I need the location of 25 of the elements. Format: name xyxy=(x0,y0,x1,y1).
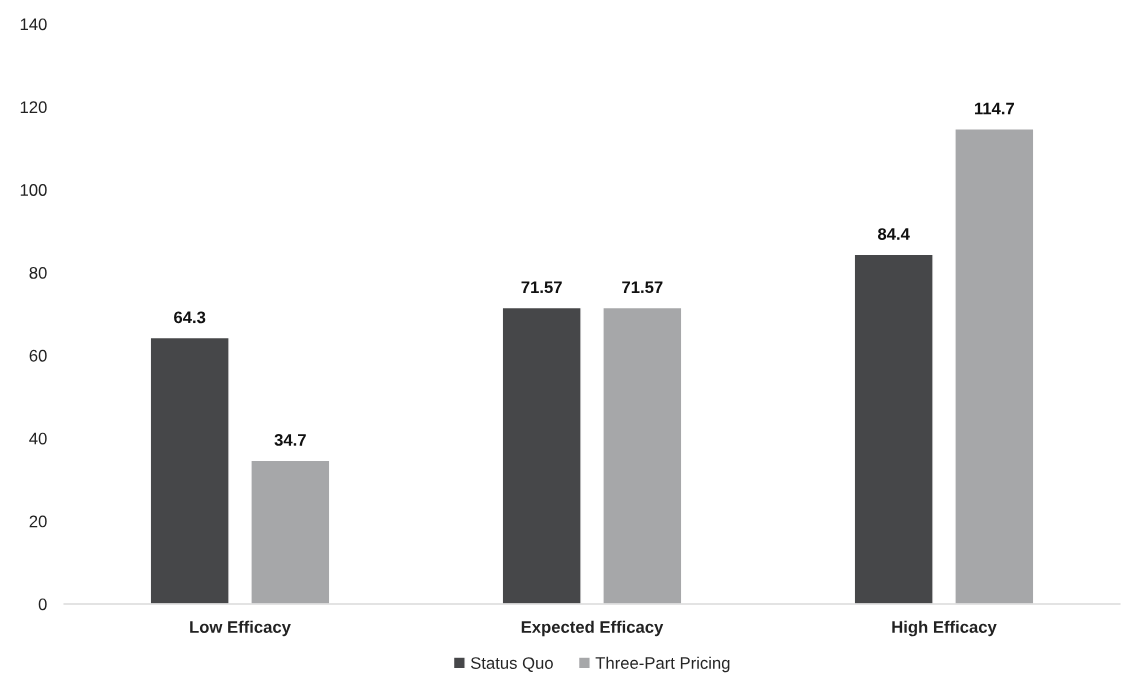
x-tick-label: Expected Efficacy xyxy=(521,620,664,637)
data-label: 64.3 xyxy=(174,311,206,324)
bar xyxy=(250,459,331,604)
data-label: 84.4 xyxy=(877,228,910,240)
y-tick-label: 140 xyxy=(20,18,47,31)
bar xyxy=(853,253,934,604)
data-label: 71.57 xyxy=(521,281,562,294)
bar xyxy=(501,306,582,604)
y-tick-label: 40 xyxy=(29,432,47,445)
y-tick-label: 120 xyxy=(20,101,47,114)
legend-label: Three-Part Pricing xyxy=(595,656,730,673)
y-tick-label: 20 xyxy=(29,515,47,528)
y-tick-label: 100 xyxy=(20,184,47,196)
x-tick-label: High Efficacy xyxy=(892,620,997,637)
y-tick-label: 60 xyxy=(29,349,47,362)
y-tick-label: 0 xyxy=(38,598,47,611)
bar xyxy=(149,336,230,604)
x-tick-label: Low Efficacy xyxy=(190,620,291,637)
data-label: 71.57 xyxy=(622,281,663,294)
y-tick-label: 80 xyxy=(29,266,47,279)
data-label: 34.7 xyxy=(274,434,306,446)
bar xyxy=(954,128,1035,604)
bar xyxy=(602,306,683,604)
legend-label: Status Quo xyxy=(470,657,553,672)
data-label: 114.7 xyxy=(974,102,1014,115)
